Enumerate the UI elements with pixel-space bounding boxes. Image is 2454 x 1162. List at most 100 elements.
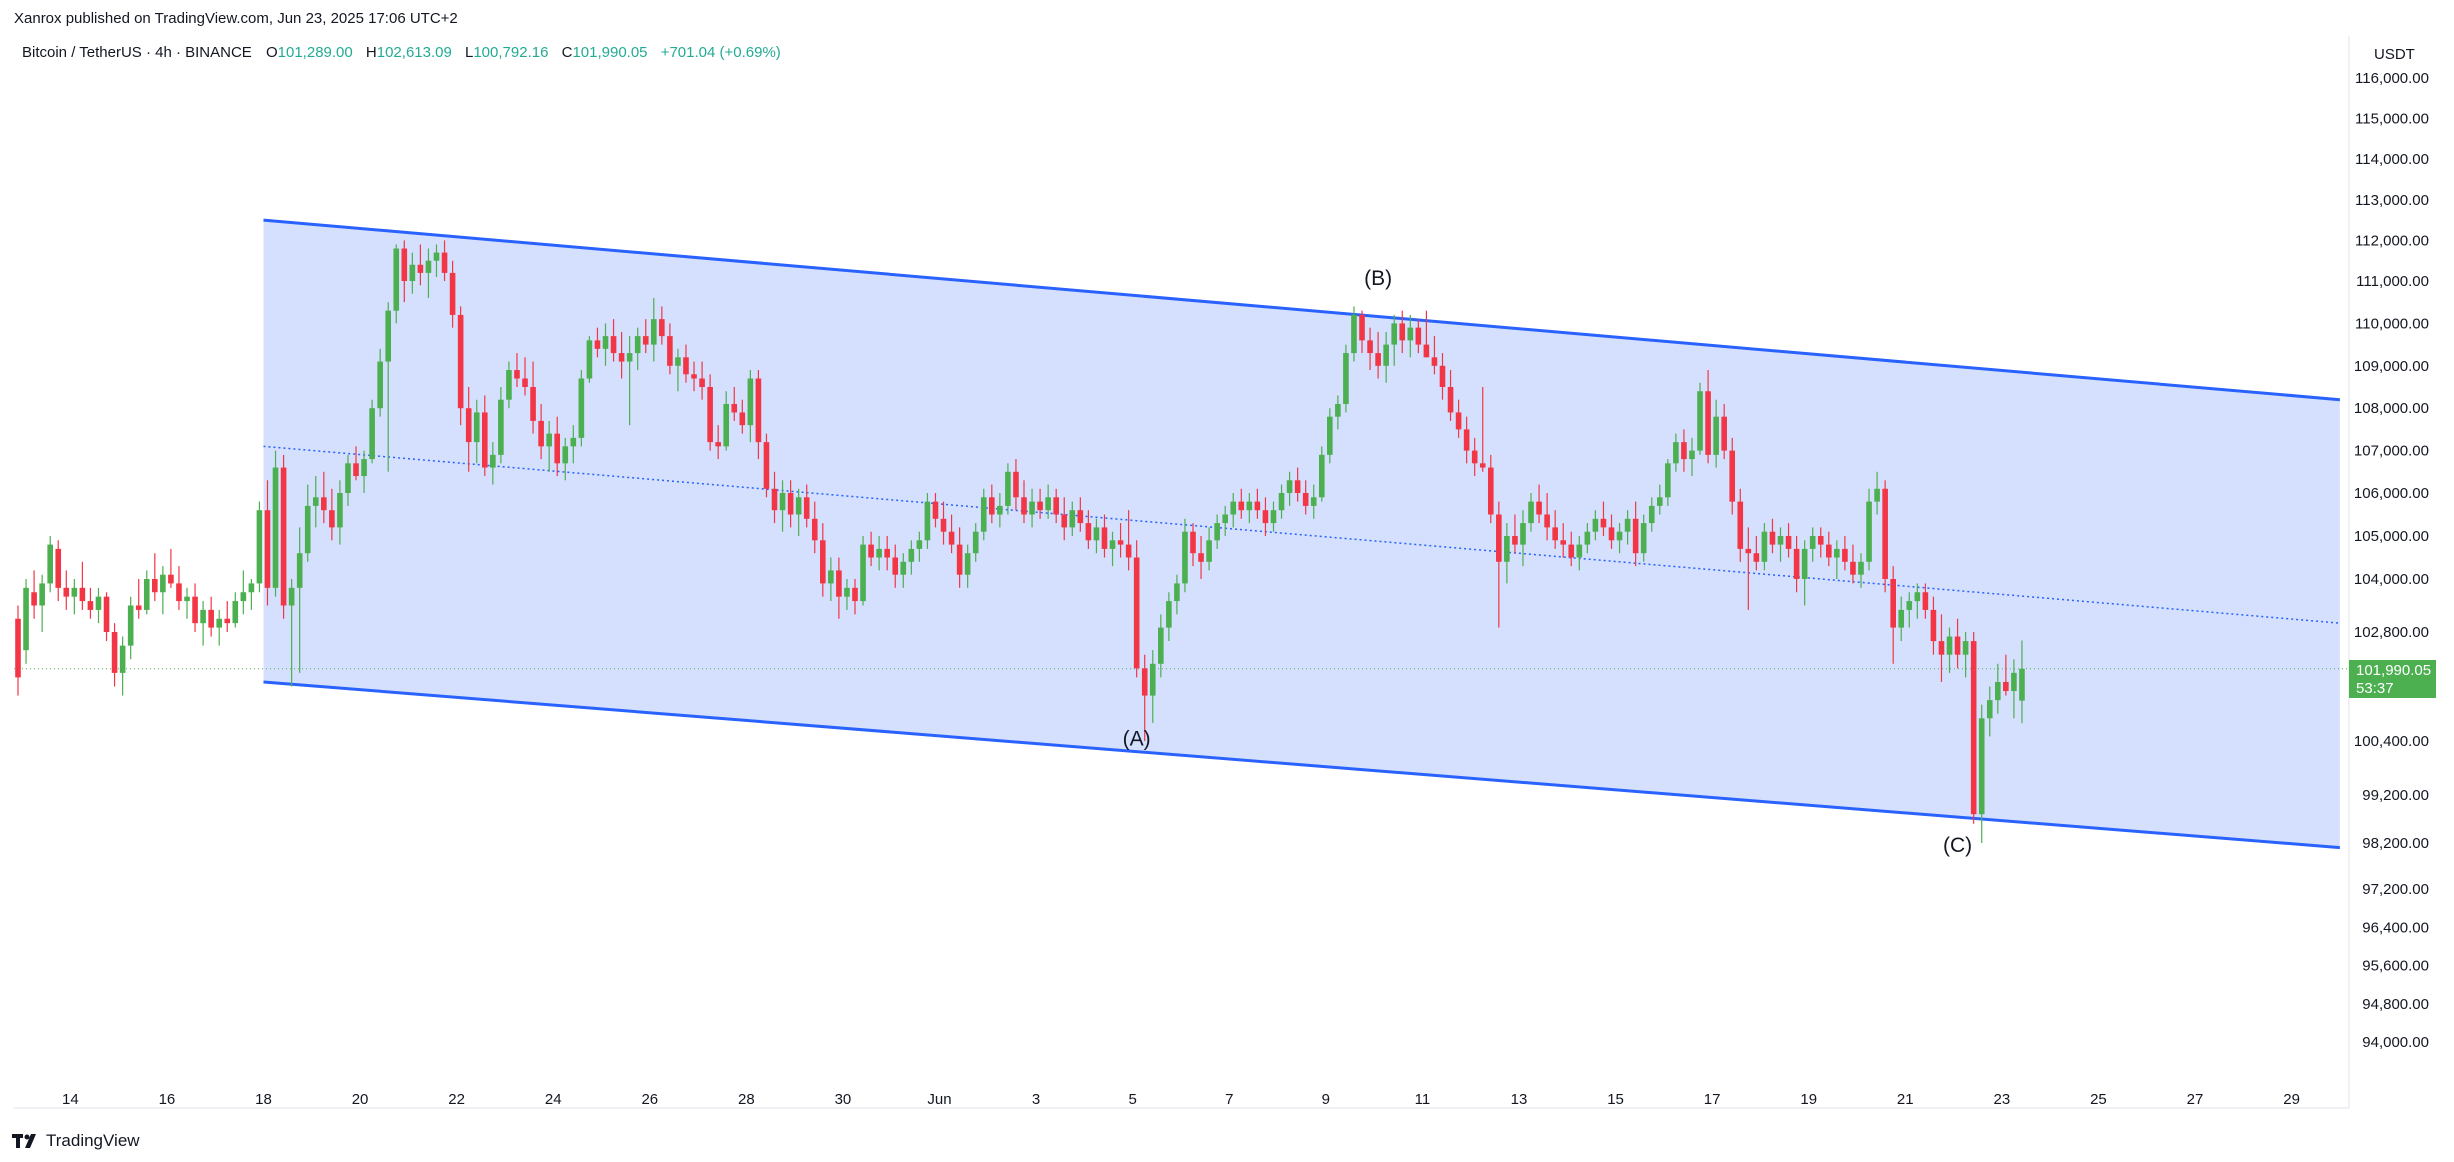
candle-body: [1158, 627, 1164, 664]
candle-body: [1842, 548, 1848, 562]
candle: [1560, 523, 1567, 558]
time-tick-label: 13: [1511, 1091, 1528, 1108]
candle: [771, 471, 778, 524]
candle-body: [715, 442, 721, 447]
candle: [1954, 618, 1961, 669]
candle-body: [675, 357, 681, 366]
symbol-label[interactable]: Bitcoin / TetherUS · 4h · BINANCE: [22, 44, 252, 61]
candle-body: [1302, 493, 1309, 506]
candle-body: [1938, 641, 1945, 655]
candle-body: [916, 540, 923, 549]
candle: [168, 548, 174, 588]
candle-body: [152, 579, 158, 593]
candle: [473, 399, 480, 464]
candle: [506, 361, 512, 409]
wave-label: (B): [1364, 267, 1392, 290]
time-tick-label: 19: [1800, 1091, 1817, 1108]
candle: [248, 579, 255, 610]
candle-body: [1013, 471, 1019, 498]
candle-body: [1584, 531, 1591, 545]
candle: [811, 501, 818, 554]
candle: [530, 361, 536, 434]
last-price-value: 101,990.05: [2356, 662, 2431, 679]
candle-body: [1914, 592, 1921, 602]
candle: [417, 244, 424, 286]
candle: [361, 450, 367, 493]
candle: [1085, 510, 1092, 549]
candle: [1520, 510, 1526, 567]
price-tick-label: 94,800.00: [2362, 996, 2429, 1013]
time-tick-label: 7: [1225, 1091, 1233, 1108]
candle: [55, 540, 62, 602]
candle-body: [280, 467, 287, 606]
candle-body: [771, 488, 778, 511]
candle: [1375, 331, 1381, 379]
candle-body: [143, 579, 150, 610]
candle-body: [31, 592, 37, 606]
candle: [1109, 531, 1116, 567]
candle: [1061, 497, 1068, 541]
candle-body: [1592, 518, 1599, 532]
candle: [562, 437, 569, 481]
candle-body: [763, 442, 770, 489]
candle: [329, 488, 335, 541]
candle-body: [594, 340, 601, 349]
time-tick-label: 20: [352, 1091, 369, 1108]
candle-body: [1995, 681, 2001, 701]
candle-body: [1986, 700, 1993, 719]
candle: [989, 484, 995, 524]
candle-body: [337, 493, 343, 528]
candle: [634, 327, 641, 371]
candle: [586, 336, 593, 383]
candle: [1600, 501, 1607, 536]
price-tick-label: 98,200.00: [2362, 835, 2429, 852]
candle: [1423, 310, 1430, 358]
candle: [1632, 501, 1639, 567]
candle-body: [546, 433, 552, 447]
candle-body: [538, 420, 544, 447]
candle-body: [1117, 540, 1124, 545]
candle-body: [433, 252, 440, 261]
candle: [87, 587, 94, 619]
candle: [1995, 663, 2001, 714]
candle: [1182, 518, 1188, 593]
high-value: 102,613.09: [376, 44, 452, 61]
candle: [1133, 540, 1140, 678]
candle-body: [111, 632, 118, 673]
candle: [1568, 531, 1575, 567]
candle-body: [1045, 497, 1051, 511]
candle: [1624, 510, 1631, 545]
candle-body: [980, 497, 987, 532]
candle-body: [393, 248, 400, 311]
candle-body: [530, 387, 536, 421]
candle: [152, 553, 158, 602]
candle-body: [1391, 323, 1398, 345]
candle-body: [63, 587, 70, 597]
candle-body: [1769, 531, 1776, 545]
candle-body: [1681, 442, 1687, 460]
candle: [1882, 480, 1888, 593]
candle: [1809, 527, 1816, 562]
tradingview-brand[interactable]: TradingView: [12, 1131, 140, 1151]
candle: [522, 357, 528, 396]
candle: [1665, 459, 1671, 506]
candle-body: [256, 510, 263, 584]
candle: [667, 323, 673, 375]
candle-body: [321, 497, 327, 511]
price-axis[interactable]: USDT 116,000.00 115,000.00 114,000.00 113,0…: [2348, 36, 2429, 1108]
time-tick-label: 24: [545, 1091, 562, 1108]
time-axis[interactable]: 14 16 18 20 22 24 26 28 30 Jun 3 5 7 9 11 13 15 17 19 21 23 2…: [62, 1091, 2300, 1108]
candle-body: [908, 548, 915, 562]
candle-body: [1310, 497, 1317, 506]
last-price-tag-bg: [2349, 660, 2436, 698]
candle-body: [836, 570, 842, 597]
candle-body: [924, 501, 931, 541]
candle-body: [1455, 412, 1462, 430]
candle-body: [481, 412, 488, 468]
time-tick-label: 14: [62, 1091, 79, 1108]
candle-body: [1737, 501, 1744, 549]
candle: [1544, 493, 1550, 541]
time-tick-label: 15: [1607, 1091, 1624, 1108]
candle: [1471, 437, 1478, 477]
